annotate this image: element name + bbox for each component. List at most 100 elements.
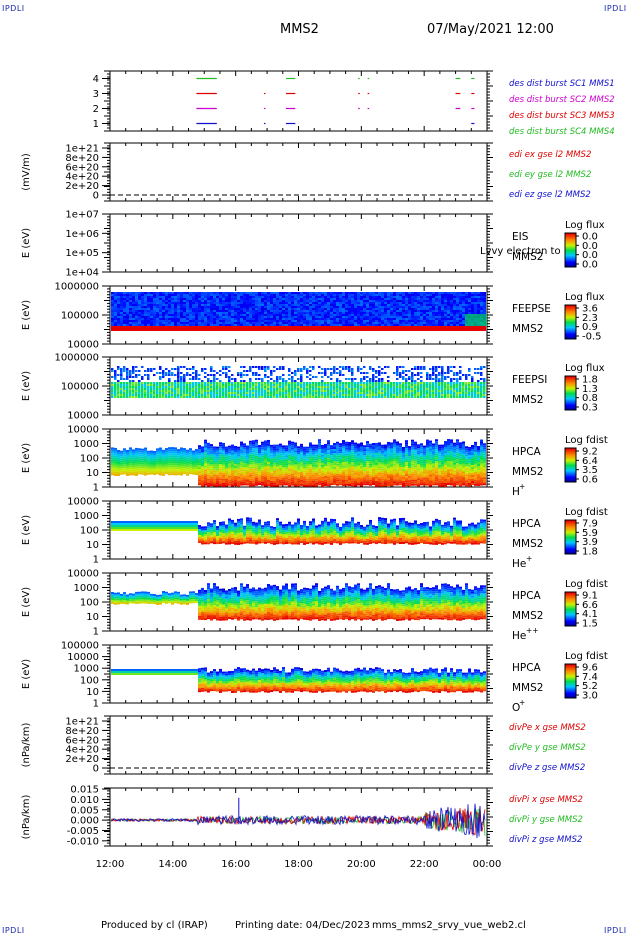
heatmap-cell: [150, 455, 153, 457]
heatmap-cell: [255, 308, 258, 310]
heatmap-cell: [201, 384, 204, 386]
heatmap-cell: [171, 382, 174, 384]
heatmap-cell: [264, 382, 267, 384]
heatmap-cell: [441, 318, 444, 320]
heatmap-cell: [402, 306, 405, 308]
heatmap-cell: [213, 318, 216, 320]
heatmap-cell: [414, 294, 417, 296]
heatmap-cell: [342, 322, 345, 324]
heatmap-cell: [234, 320, 237, 322]
heatmap-cell: [219, 300, 222, 302]
heatmap-cell: [330, 378, 333, 380]
heatmap-cell: [153, 310, 156, 312]
heatmap-cell: [327, 292, 330, 294]
heatmap-cell: [465, 388, 468, 390]
heatmap-cell: [402, 390, 405, 392]
heatmap-cell: [339, 318, 342, 320]
heatmap-cell: [144, 310, 147, 312]
heatmap-cell: [279, 384, 282, 386]
heatmap-cell: [441, 326, 444, 331]
heatmap-cell: [429, 388, 432, 390]
heatmap-cell: [174, 294, 177, 296]
heatmap-cell: [300, 314, 303, 316]
heatmap-cell: [447, 304, 450, 306]
heatmap-cell: [468, 310, 471, 312]
heatmap-cell: [147, 368, 150, 370]
heatmap-cell: [183, 396, 186, 398]
heatmap-cell: [408, 376, 411, 378]
heatmap-cell: [153, 463, 156, 465]
heatmap-cell: [306, 292, 309, 294]
heatmap-cell: [153, 294, 156, 296]
heatmap-cell: [435, 314, 438, 316]
heatmap-cell: [372, 376, 375, 378]
heatmap-cell: [252, 320, 255, 322]
heatmap-cell: [210, 314, 213, 316]
heatmap-cell: [150, 308, 153, 310]
heatmap-cell: [360, 320, 363, 322]
heatmap-cell: [186, 374, 189, 376]
heatmap-cell: [159, 292, 162, 294]
heatmap-cell: [453, 292, 456, 294]
heatmap-cell: [237, 326, 240, 331]
heatmap-cell: [423, 390, 426, 392]
heatmap-cell: [345, 296, 348, 298]
heatmap-cell: [471, 306, 474, 308]
heatmap-cell: [273, 390, 276, 392]
heatmap-cell: [360, 372, 363, 374]
heatmap-cell: [351, 388, 354, 390]
heatmap-cell: [123, 366, 126, 368]
legend-entry: edi ex gse l2 MMS2: [509, 150, 591, 160]
heatmap-cell: [294, 326, 297, 331]
heatmap-cell: [294, 296, 297, 298]
heatmap-cell: [189, 318, 192, 320]
heatmap-cell: [216, 310, 219, 312]
heatmap-cell: [222, 318, 225, 320]
heatmap-cell: [312, 376, 315, 378]
heatmap-cell: [351, 382, 354, 384]
heatmap-cell: [246, 396, 249, 398]
heatmap-cell: [114, 386, 117, 388]
heatmap-cell: [114, 310, 117, 312]
heatmap-cell: [435, 326, 438, 331]
heatmap-cell: [297, 382, 300, 384]
heatmap-cell: [129, 320, 132, 322]
heatmap-cell: [417, 318, 420, 320]
heatmap-cell: [420, 304, 423, 306]
heatmap-cell: [333, 300, 336, 302]
heatmap-cell: [207, 392, 210, 394]
heatmap-cell: [348, 392, 351, 394]
heatmap-cell: [249, 396, 252, 398]
heatmap-cell: [429, 368, 432, 370]
heatmap-cell: [150, 390, 153, 392]
heatmap-cell: [315, 296, 318, 298]
heatmap-cell: [300, 384, 303, 386]
heatmap-cell: [363, 294, 366, 296]
heatmap-cell: [303, 366, 306, 368]
heatmap-cell: [333, 292, 336, 294]
heatmap-cell: [261, 308, 264, 310]
heatmap-cell: [453, 298, 456, 300]
heatmap-cell: [186, 320, 189, 322]
heatmap-cell: [390, 316, 393, 318]
heatmap-cell: [339, 366, 342, 368]
heatmap-cell: [291, 326, 294, 331]
heatmap-cell: [168, 390, 171, 392]
heatmap-cell: [240, 306, 243, 308]
heatmap-cell: [270, 312, 273, 314]
heatmap-cell: [252, 306, 255, 308]
heatmap-cell: [246, 312, 249, 314]
heatmap-cell: [324, 298, 327, 300]
heatmap-cell: [237, 374, 240, 376]
heatmap-cell: [303, 322, 306, 324]
heatmap-cell: [393, 300, 396, 302]
heatmap-cell: [288, 392, 291, 394]
heatmap-cell: [255, 296, 258, 298]
heatmap-cell: [432, 298, 435, 300]
heatmap-cell: [402, 324, 405, 326]
heatmap-cell: [447, 310, 450, 312]
heatmap-cell: [447, 320, 450, 322]
heatmap-cell: [243, 318, 246, 320]
heatmap-cell: [315, 394, 318, 396]
colorbar-tick-label: -0.5: [582, 332, 602, 343]
